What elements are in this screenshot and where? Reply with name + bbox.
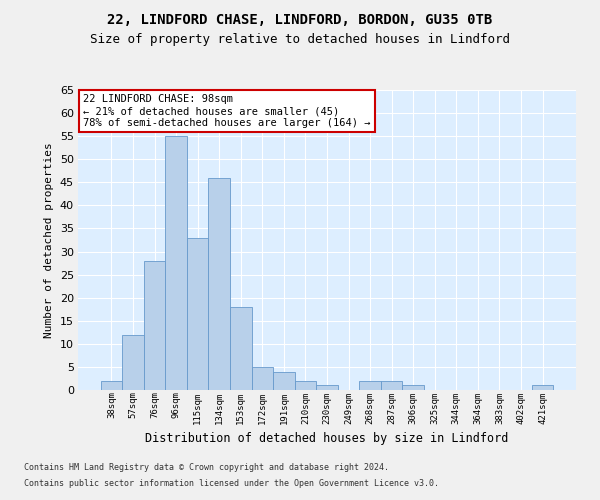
Bar (208, 178, 230, 390)
Bar (359, 381, 381, 390)
Bar (101, 381, 122, 390)
Text: Contains HM Land Registry data © Crown copyright and database right 2024.: Contains HM Land Registry data © Crown c… (24, 464, 389, 472)
Bar (273, 372, 295, 390)
Bar (251, 367, 273, 390)
Text: 22 LINDFORD CHASE: 98sqm
← 21% of detached houses are smaller (45)
78% of semi-d: 22 LINDFORD CHASE: 98sqm ← 21% of detach… (83, 94, 370, 128)
Bar (187, 238, 208, 390)
Bar (295, 381, 316, 390)
Bar (316, 386, 338, 390)
Bar (403, 386, 424, 390)
Text: Size of property relative to detached houses in Lindford: Size of property relative to detached ho… (90, 32, 510, 46)
Bar (144, 261, 166, 390)
X-axis label: Distribution of detached houses by size in Lindford: Distribution of detached houses by size … (145, 432, 509, 445)
Text: 22, LINDFORD CHASE, LINDFORD, BORDON, GU35 0TB: 22, LINDFORD CHASE, LINDFORD, BORDON, GU… (107, 12, 493, 26)
Text: Contains public sector information licensed under the Open Government Licence v3: Contains public sector information licen… (24, 478, 439, 488)
Bar (230, 307, 251, 390)
Bar (166, 136, 187, 390)
Bar (532, 386, 553, 390)
Y-axis label: Number of detached properties: Number of detached properties (44, 142, 54, 338)
Bar (122, 334, 144, 390)
Bar (381, 381, 403, 390)
